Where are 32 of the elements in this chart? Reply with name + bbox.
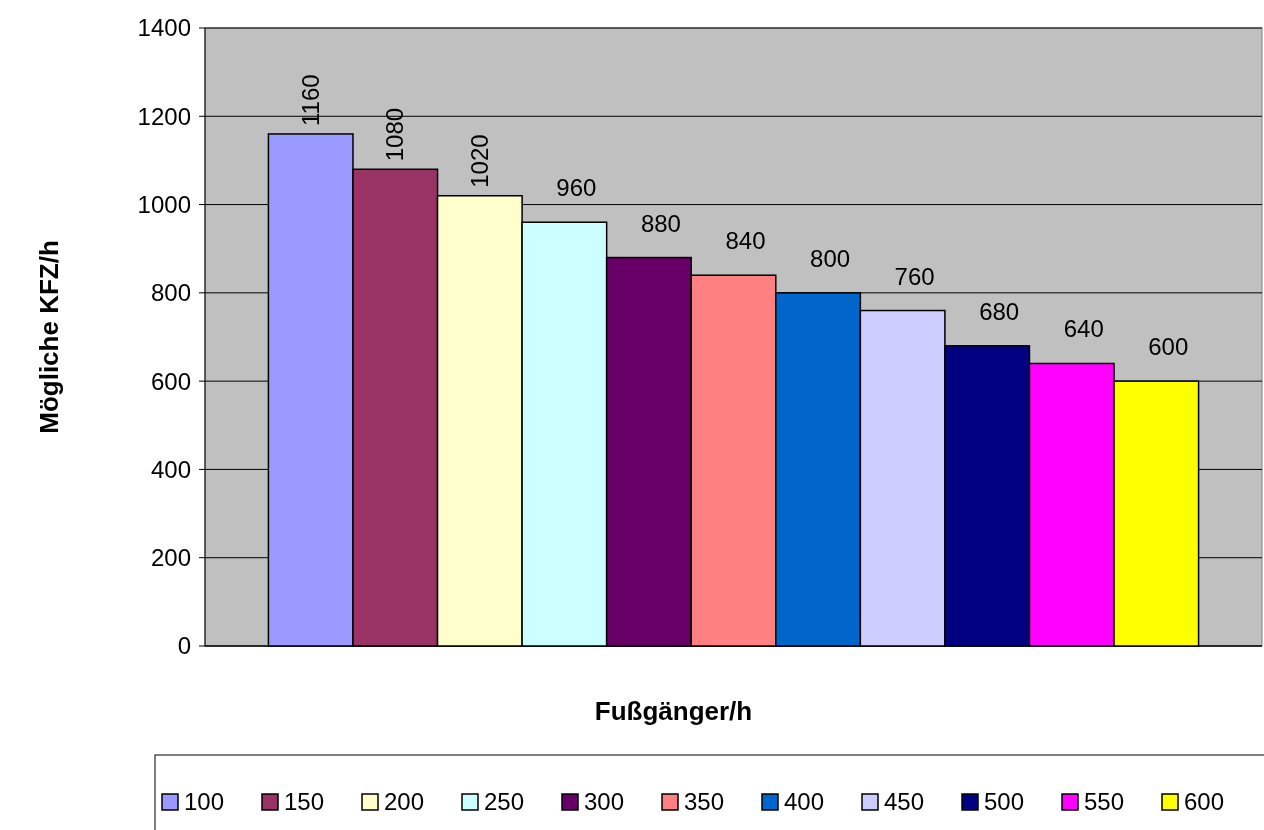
legend-label: 150 — [284, 788, 325, 815]
data-label: 960 — [556, 174, 597, 202]
legend-label: 100 — [184, 788, 225, 815]
y-tick-label: 0 — [177, 632, 191, 660]
data-label: 1080 — [381, 107, 409, 162]
legend-label: 300 — [584, 788, 625, 815]
data-label: 840 — [725, 227, 766, 255]
data-label: 880 — [640, 209, 681, 237]
legend-label: 400 — [784, 788, 825, 815]
data-label: 680 — [979, 297, 1020, 325]
data-label: 1020 — [465, 134, 493, 188]
data-label: 1160 — [296, 74, 324, 126]
legend-label: 550 — [1084, 788, 1125, 815]
y-tick-label: 800 — [150, 279, 191, 307]
y-tick-label: 600 — [150, 367, 191, 395]
legend-label: 250 — [484, 788, 525, 815]
y-tick-label: 200 — [150, 544, 191, 572]
y-tick-label: 1000 — [137, 190, 191, 218]
legend-label: 500 — [984, 788, 1025, 815]
y-tick-label: 1400 — [137, 14, 191, 42]
data-label: 800 — [810, 244, 851, 272]
data-label: 640 — [1063, 315, 1104, 343]
data-label: 600 — [1148, 333, 1189, 361]
data-label: 760 — [894, 262, 935, 290]
legend-label: 200 — [384, 788, 425, 815]
y-tick-label: 1200 — [137, 102, 191, 130]
legend-label: 350 — [684, 788, 725, 815]
legend-label: 450 — [884, 788, 925, 815]
legend-label: 600 — [1184, 788, 1225, 815]
y-axis-title: Mögliche KFZ/h — [34, 240, 64, 434]
x-axis-title: Fußgänger/h — [594, 696, 753, 726]
y-tick-label: 400 — [150, 455, 191, 483]
